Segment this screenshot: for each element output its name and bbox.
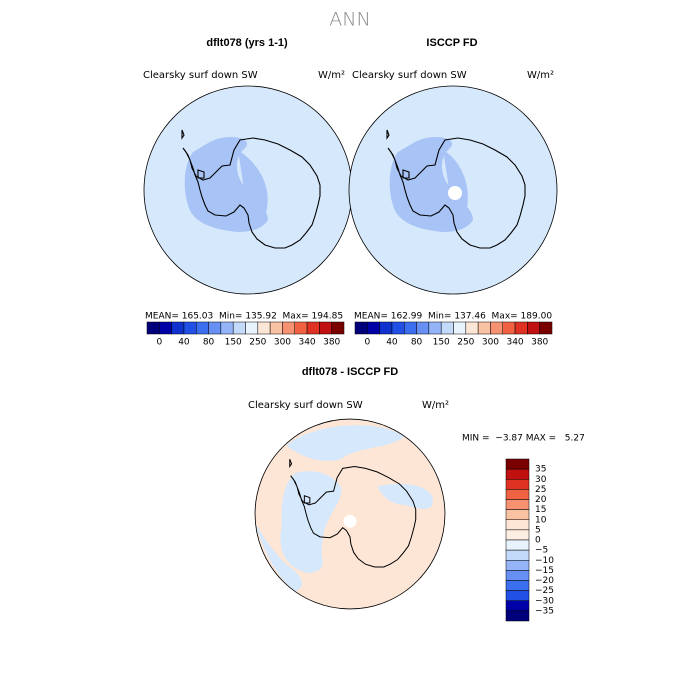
colorbar-box xyxy=(505,479,530,490)
colorbar-label: 380 xyxy=(531,338,548,348)
colorbar-box xyxy=(294,321,308,335)
colorbar-box xyxy=(196,321,209,335)
units-label: W/m² xyxy=(422,400,449,411)
field-label: Clearsky surf down SW xyxy=(352,70,467,81)
colorbar-box xyxy=(527,321,540,335)
colorbar-box xyxy=(514,321,528,335)
colorbar-box xyxy=(505,600,530,612)
colorbar-box xyxy=(331,321,345,335)
colorbar-box xyxy=(404,321,417,335)
colorbar-label: 0 xyxy=(156,338,162,348)
colorbar-label: −35 xyxy=(535,606,554,616)
colorbar-box xyxy=(245,321,259,335)
colorbar-box xyxy=(505,499,530,510)
colorbar-label: −20 xyxy=(535,576,554,586)
stats: MEAN= 165.03 Min= 135.92 Max= 194.85 xyxy=(145,312,343,322)
colorbar-label: −25 xyxy=(535,586,554,596)
map xyxy=(254,418,446,610)
colorbar-box xyxy=(416,321,430,335)
colorbar-box xyxy=(282,321,295,335)
colorbar-label: −30 xyxy=(535,596,554,606)
stats: MEAN= 162.99 Min= 137.46 Max= 189.00 xyxy=(354,312,552,322)
colorbar-box xyxy=(428,321,442,335)
colorbar-box xyxy=(232,321,246,335)
colorbar-box xyxy=(391,321,405,335)
colorbar-label: 80 xyxy=(203,338,215,348)
colorbar-label: −10 xyxy=(535,556,554,566)
colorbar-box xyxy=(505,509,530,520)
colorbar-label: 150 xyxy=(433,338,450,348)
colorbar-label: 300 xyxy=(482,338,499,348)
colorbar-box xyxy=(505,529,530,541)
colorbar-label: 15 xyxy=(535,505,546,515)
colorbar-box xyxy=(208,321,222,335)
map xyxy=(143,85,353,295)
stats: MIN = −3.87 MAX = 5.27 xyxy=(462,434,585,444)
panel-title: dflt078 - ISCCP FD xyxy=(302,366,398,378)
colorbar-label: −15 xyxy=(535,566,554,576)
colorbar-label: 300 xyxy=(274,338,291,348)
colorbar-box xyxy=(220,321,234,335)
colorbar-label: 340 xyxy=(298,338,315,348)
colorbar-box xyxy=(379,321,393,335)
colorbar-label: 30 xyxy=(535,475,547,485)
panel: ISCCP FD Clearsky surf down SW W/m² MEAN… xyxy=(348,37,558,322)
colorbar-label: −5 xyxy=(535,546,548,556)
units-label: W/m² xyxy=(318,70,345,81)
colorbar-box xyxy=(440,321,454,335)
colorbar-box xyxy=(146,321,160,335)
colorbar-box xyxy=(502,321,516,335)
colorbar-box xyxy=(505,570,530,581)
colorbar-label: 0 xyxy=(364,338,370,348)
colorbar-label: 80 xyxy=(411,338,423,348)
colorbar-box xyxy=(453,321,467,335)
colorbar-box xyxy=(477,321,491,335)
colorbar-label: 5 xyxy=(535,525,541,535)
colorbar-box xyxy=(269,321,283,335)
colorbar-box xyxy=(505,489,530,500)
colorbar-label: 340 xyxy=(506,338,523,348)
colorbar-box xyxy=(505,549,530,561)
colorbar-box xyxy=(465,321,479,335)
colorbar-label: 380 xyxy=(323,338,340,348)
colorbar-box xyxy=(505,539,530,551)
colorbar-label: 250 xyxy=(249,338,266,348)
colorbar-label: 40 xyxy=(386,338,398,348)
colorbar-box xyxy=(171,321,185,335)
colorbar-label: 150 xyxy=(225,338,242,348)
panel-title: ISCCP FD xyxy=(426,37,477,49)
colorbar-box xyxy=(367,321,380,335)
colorbar-box xyxy=(354,321,368,335)
colorbar-label: 40 xyxy=(178,338,190,348)
units-label: W/m² xyxy=(527,70,554,81)
colorbar-box xyxy=(505,458,530,470)
colorbar-label: 20 xyxy=(535,495,547,505)
colorbar-box xyxy=(159,321,172,335)
field-label: Clearsky surf down SW xyxy=(248,400,363,411)
colorbar-box xyxy=(505,519,530,531)
colorbar-label: 25 xyxy=(535,485,546,495)
panel-title: dflt078 (yrs 1-1) xyxy=(206,37,288,49)
figure-title: ANN xyxy=(329,9,370,31)
colorbar-box xyxy=(505,610,530,622)
panel: dflt078 - ISCCP FD Clearsky surf down SW… xyxy=(248,366,585,610)
field-label: Clearsky surf down SW xyxy=(143,70,258,81)
colorbar-box xyxy=(257,321,271,335)
colorbar-label: 250 xyxy=(457,338,474,348)
colorbar-box xyxy=(490,321,503,335)
colorbar-box xyxy=(505,590,530,601)
colorbar-box xyxy=(505,560,530,571)
colorbar-box xyxy=(539,321,553,335)
colorbar-label: 0 xyxy=(535,536,541,546)
colorbar-label: 35 xyxy=(535,465,546,475)
panel: dflt078 (yrs 1-1) Clearsky surf down SW … xyxy=(143,37,353,322)
colorbar-box xyxy=(183,321,197,335)
colorbar-box xyxy=(505,580,530,591)
colorbar-box xyxy=(505,468,530,480)
colorbar-label: 10 xyxy=(535,515,547,525)
colorbar-box xyxy=(319,321,332,335)
map xyxy=(348,85,558,295)
colorbar-box xyxy=(306,321,320,335)
